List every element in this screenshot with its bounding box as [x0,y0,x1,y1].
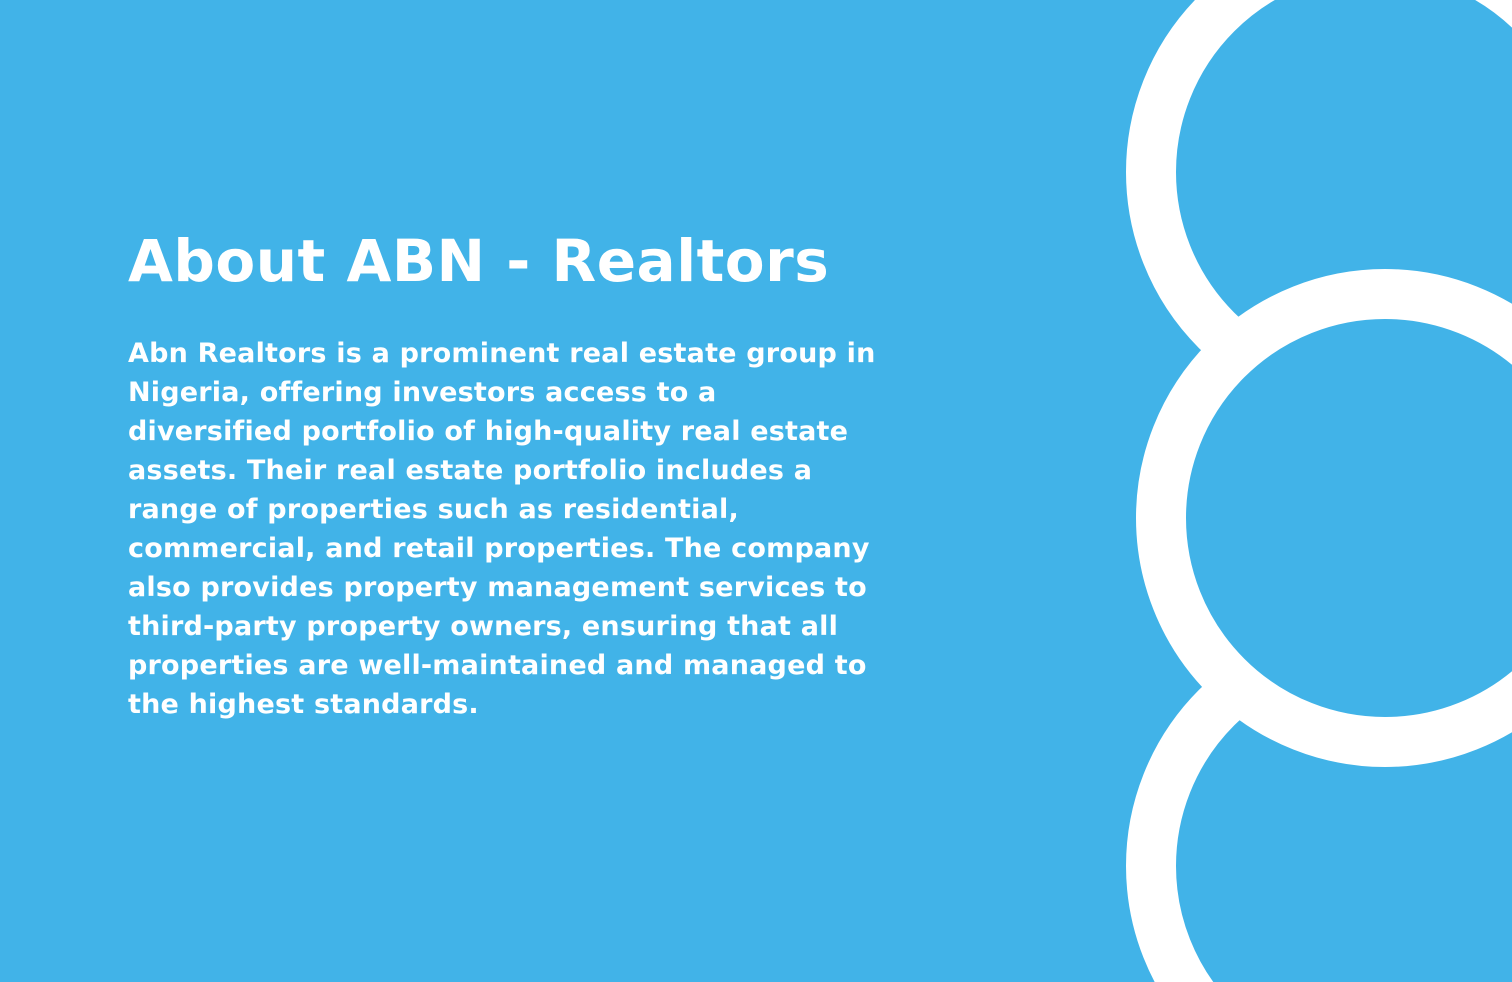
page-title: About ABN - Realtors [128,227,830,295]
about-paragraph: Abn Realtors is a prominent real estate … [128,338,876,720]
middle-ring-fill [1136,269,1512,767]
